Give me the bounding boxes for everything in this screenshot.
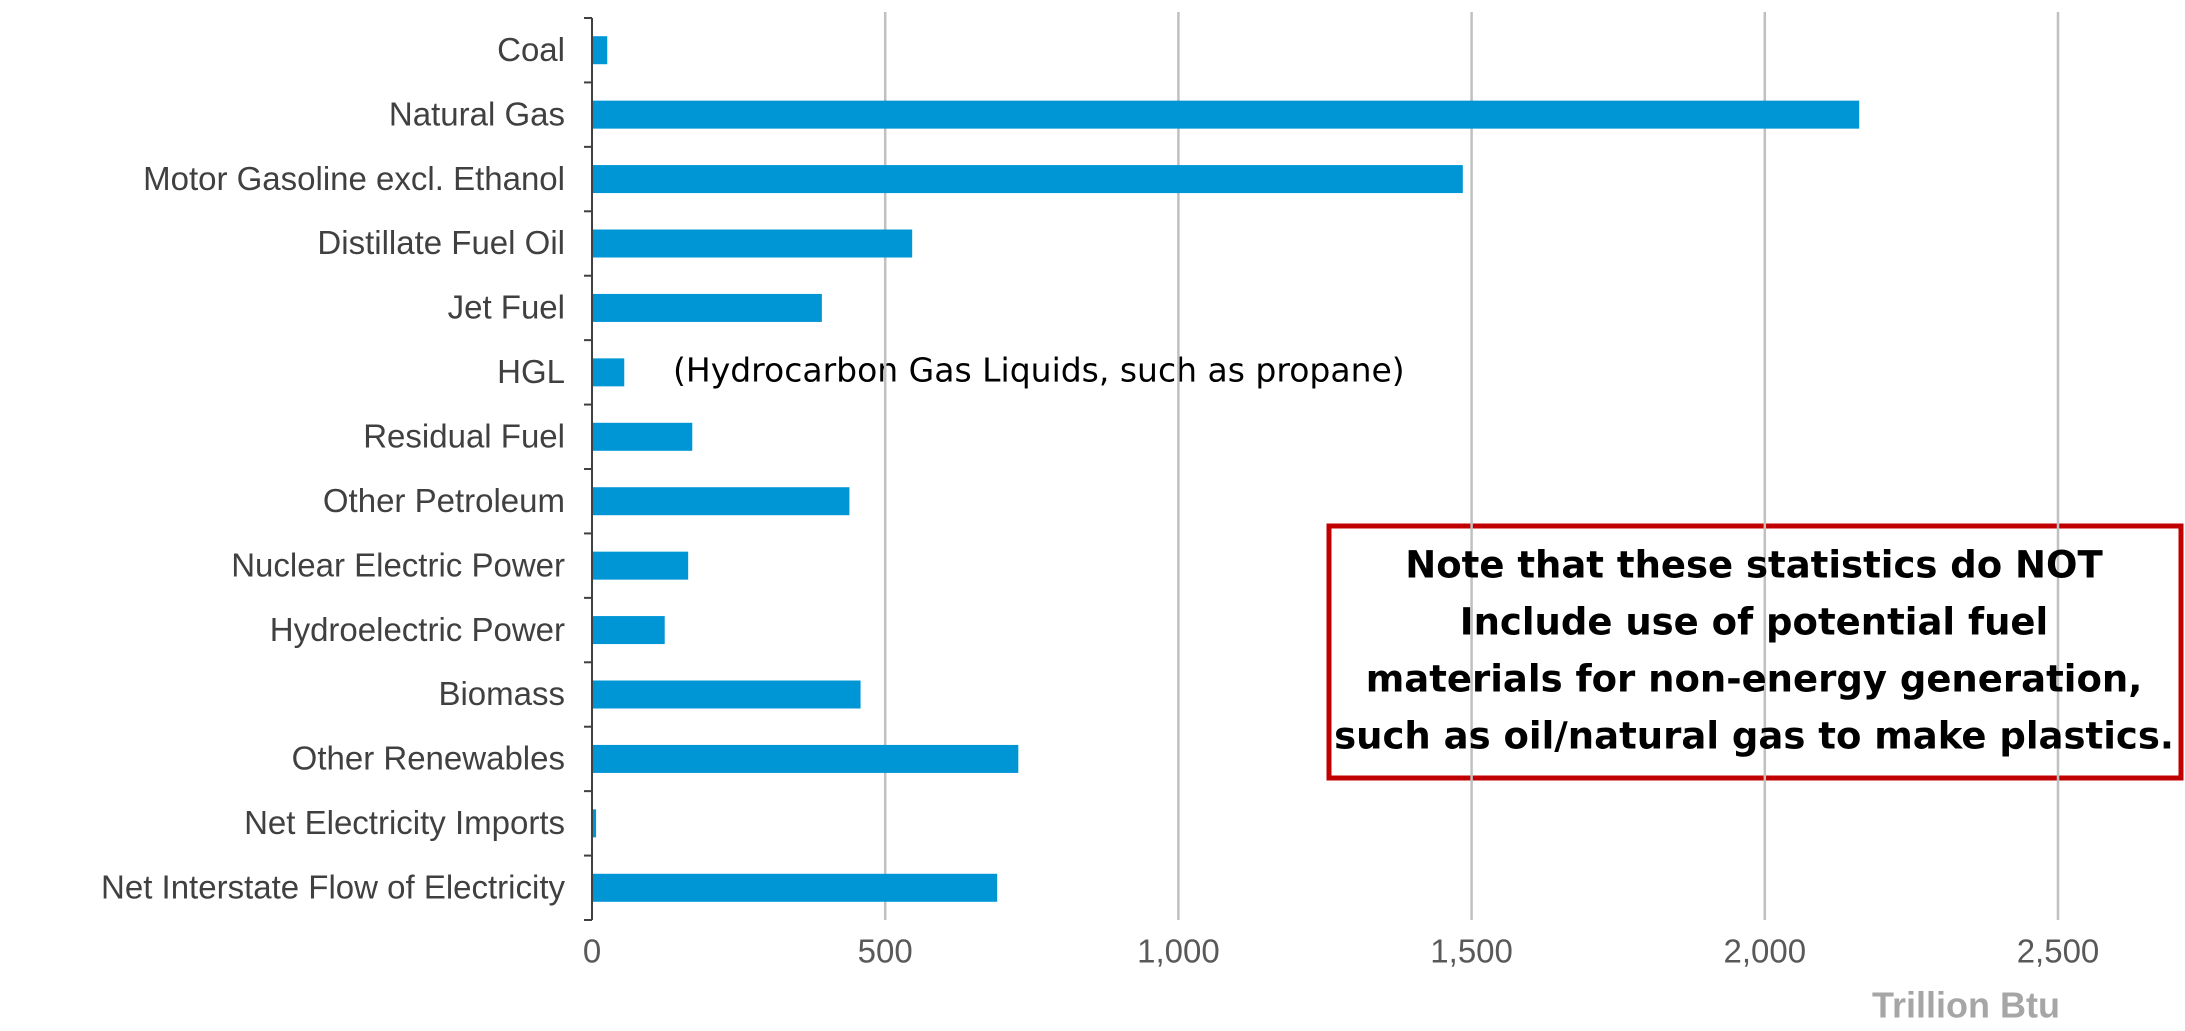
y-tick-label: Net Interstate Flow of Electricity	[101, 869, 565, 906]
bar	[592, 551, 689, 580]
bar	[592, 229, 913, 258]
bar	[592, 293, 822, 322]
y-tick-label: Motor Gasoline excl. Ethanol	[143, 160, 565, 197]
bar	[592, 422, 693, 451]
note-line: materials for non-energy generation,	[1366, 658, 2143, 701]
y-tick-label: Jet Fuel	[448, 289, 565, 326]
x-tick-label: 0	[583, 933, 601, 970]
y-tick-label: Residual Fuel	[363, 418, 565, 455]
x-tick-label: 500	[858, 933, 913, 970]
y-tick-label: Other Renewables	[292, 740, 565, 777]
y-tick-label: Coal	[497, 31, 565, 68]
y-tick-label: Natural Gas	[389, 95, 565, 132]
y-tick-label: Net Electricity Imports	[244, 804, 565, 841]
bar	[592, 165, 1463, 194]
bar	[592, 873, 998, 902]
note-line: Include use of potential fuel	[1460, 601, 2048, 644]
bar	[592, 809, 597, 838]
x-tick-label: 1,000	[1137, 933, 1220, 970]
x-tick-label: 2,500	[2017, 933, 2100, 970]
y-tick-label: Biomass	[438, 675, 565, 712]
bar	[592, 100, 1860, 129]
y-tick-label: HGL	[497, 353, 565, 390]
y-tick-label: Hydroelectric Power	[270, 611, 565, 648]
y-tick-label: Distillate Fuel Oil	[317, 224, 565, 261]
y-tick-label: Nuclear Electric Power	[231, 546, 565, 583]
note-line: Note that these statistics do NOT	[1405, 544, 2103, 587]
x-axis-label: Trillion Btu	[1872, 985, 2060, 1026]
bar	[592, 36, 608, 65]
bar	[592, 680, 861, 709]
note-line: such as oil/natural gas to make plastics…	[1334, 715, 2174, 758]
x-tick-label: 1,500	[1430, 933, 1513, 970]
y-tick-label: Other Petroleum	[323, 482, 565, 519]
bar	[592, 358, 625, 387]
bar	[592, 487, 850, 516]
annotation: (Hydrocarbon Gas Liquids, such as propan…	[673, 351, 1405, 390]
bar	[592, 616, 665, 645]
x-tick-label: 2,000	[1724, 933, 1807, 970]
bar	[592, 744, 1019, 773]
